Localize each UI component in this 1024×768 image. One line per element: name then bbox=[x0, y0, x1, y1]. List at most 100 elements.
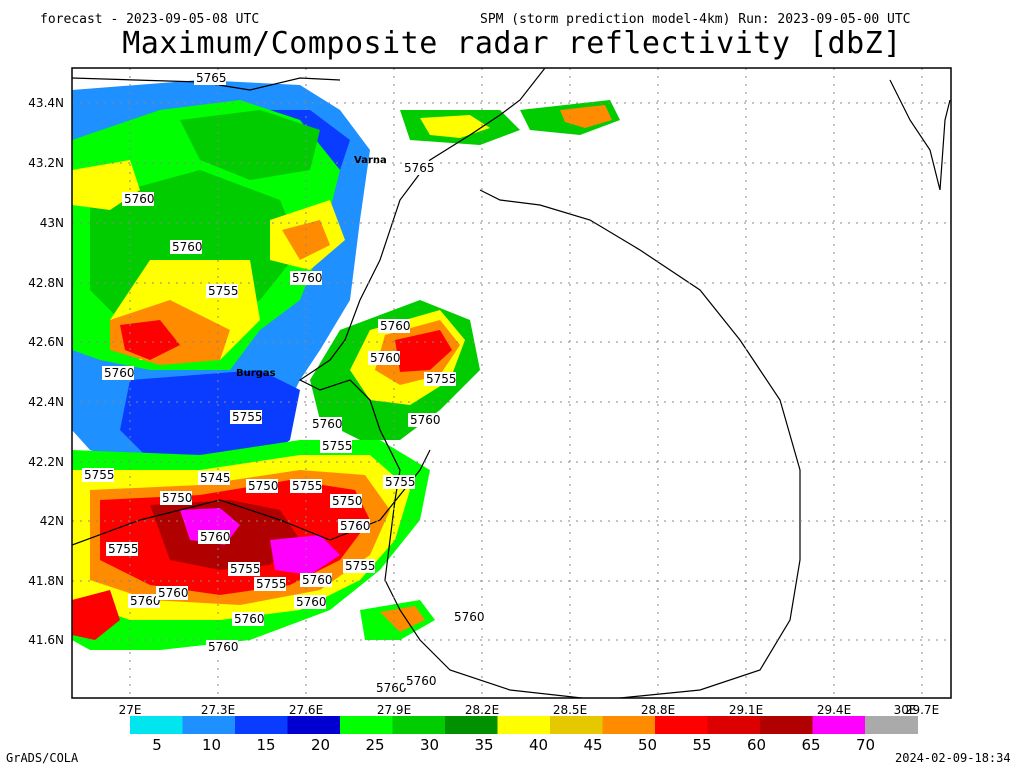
contour-label: 5760 bbox=[454, 610, 485, 624]
legend-swatch bbox=[445, 716, 498, 734]
contour-label-bg bbox=[452, 610, 484, 624]
contour-label: 5765 bbox=[196, 71, 227, 85]
contour-label-bg bbox=[290, 479, 322, 493]
contour-label-bg bbox=[378, 319, 410, 333]
lat-label: 42.6N bbox=[28, 335, 64, 349]
contour-label-bg bbox=[246, 479, 278, 493]
contour-label-bg bbox=[320, 439, 352, 453]
lat-label: 43.4N bbox=[28, 96, 64, 110]
contour-label: 5760 bbox=[200, 530, 231, 544]
map-title: Maximum/Composite radar reflectivity [db… bbox=[122, 26, 902, 61]
contour-label: 5755 bbox=[232, 410, 263, 424]
contour-label: 5750 bbox=[332, 494, 363, 508]
contour-label: 5760 bbox=[296, 595, 327, 609]
plot-frame bbox=[71, 67, 952, 699]
legend-tick-label: 25 bbox=[365, 736, 384, 754]
lon-label: 27E bbox=[119, 703, 142, 717]
contour-label-bg bbox=[330, 494, 362, 508]
contour-label: 5760 bbox=[406, 674, 437, 688]
contour-label: 5760 bbox=[376, 681, 407, 695]
contour-label-bg bbox=[102, 366, 134, 380]
contour-label: 5760 bbox=[234, 612, 265, 626]
legend-swatch bbox=[550, 716, 603, 734]
legend-tick-label: 65 bbox=[801, 736, 820, 754]
lon-label: 28.8E bbox=[641, 703, 675, 717]
lat-label: 41.6N bbox=[28, 633, 64, 647]
contour-label-bg bbox=[343, 559, 375, 573]
contour-label: 5755 bbox=[292, 479, 323, 493]
legend-tick-label: 45 bbox=[583, 736, 602, 754]
contour-label: 5755 bbox=[426, 372, 457, 386]
contour-label-bg bbox=[228, 562, 260, 576]
contour-label: 5750 bbox=[162, 491, 193, 505]
lat-label: 42.2N bbox=[28, 455, 64, 469]
contour-label-bg bbox=[408, 413, 440, 427]
legend-swatch bbox=[760, 716, 813, 734]
contour-label-bg bbox=[300, 573, 332, 587]
contour-label-bg bbox=[294, 595, 326, 609]
lat-label: 41.8N bbox=[28, 574, 64, 588]
city-label-burgas: Burgas bbox=[236, 368, 276, 379]
legend-tick-label: 60 bbox=[747, 736, 766, 754]
contour-label: 5755 bbox=[385, 475, 416, 489]
contour-label-bg bbox=[194, 71, 226, 85]
legend-tick-label: 40 bbox=[529, 736, 548, 754]
contour-label-bg bbox=[198, 471, 230, 485]
legend-swatch bbox=[602, 716, 656, 734]
contour-label-bg bbox=[198, 530, 230, 544]
contour-label-bg bbox=[160, 491, 192, 505]
lon-label: 29.4E bbox=[817, 703, 851, 717]
contour-label: 5745 bbox=[200, 471, 231, 485]
legend-swatch bbox=[497, 716, 551, 734]
legend-swatch bbox=[287, 716, 341, 734]
contour-label-bg bbox=[170, 240, 202, 254]
grid-lines bbox=[72, 68, 951, 698]
contour-label-bg bbox=[424, 372, 456, 386]
contour-label: 5760 bbox=[172, 240, 203, 254]
city-label-varna: Varna bbox=[354, 155, 387, 166]
contour-label: 5760 bbox=[312, 417, 343, 431]
lat-label: 43.2N bbox=[28, 156, 64, 170]
contour-label: 5765 bbox=[404, 161, 435, 175]
legend-tick-label: 10 bbox=[202, 736, 221, 754]
lon-label: 27.9E bbox=[377, 703, 411, 717]
contour-label-bg bbox=[82, 468, 114, 482]
contour-label-bg bbox=[290, 271, 322, 285]
latitude-labels: 43.4N 43.2N 43N 42.8N 42.6N 42.4N 42.2N … bbox=[28, 96, 64, 647]
contour-label: 5760 bbox=[104, 366, 135, 380]
legend-swatch bbox=[865, 716, 918, 734]
legend-swatch bbox=[182, 716, 236, 734]
contour-label-bg bbox=[383, 475, 415, 489]
lon-label: 27.6E bbox=[289, 703, 323, 717]
color-legend bbox=[130, 716, 918, 734]
contour-label: 5755 bbox=[230, 562, 261, 576]
contour-label-bg bbox=[374, 681, 406, 695]
contour-label-bg bbox=[368, 351, 400, 365]
legend-swatch bbox=[812, 716, 866, 734]
lon-label: 29.1E bbox=[729, 703, 763, 717]
legend-tick-label: 5 bbox=[152, 736, 162, 754]
contour-label: 5755 bbox=[345, 559, 376, 573]
contour-label: 5760 bbox=[124, 192, 155, 206]
legend-tick-label: 35 bbox=[474, 736, 493, 754]
contour-label-bg bbox=[254, 577, 286, 591]
contour-label-bg bbox=[404, 674, 436, 688]
legend-swatch bbox=[130, 716, 183, 734]
coastline bbox=[72, 68, 951, 698]
lat-label: 42.4N bbox=[28, 395, 64, 409]
forecast-time-label: forecast - 2023-09-05-08 UTC bbox=[40, 12, 260, 27]
contour-label: 5755 bbox=[84, 468, 115, 482]
legend-tick-label: 15 bbox=[256, 736, 275, 754]
legend-tick-label: 70 bbox=[856, 736, 875, 754]
contour-label-bg bbox=[206, 640, 238, 654]
contour-label: 5755 bbox=[108, 542, 139, 556]
legend-tick-label: 50 bbox=[638, 736, 657, 754]
contour-label: 5755 bbox=[256, 577, 287, 591]
contour-label-bg bbox=[338, 519, 370, 533]
legend-swatch bbox=[392, 716, 446, 734]
legend-tick-labels: 5 10 15 20 25 30 35 40 45 50 55 60 65 70 bbox=[152, 736, 875, 754]
legend-tick-label: 20 bbox=[311, 736, 330, 754]
legend-swatch bbox=[655, 716, 708, 734]
contour-label-bg bbox=[128, 594, 160, 608]
